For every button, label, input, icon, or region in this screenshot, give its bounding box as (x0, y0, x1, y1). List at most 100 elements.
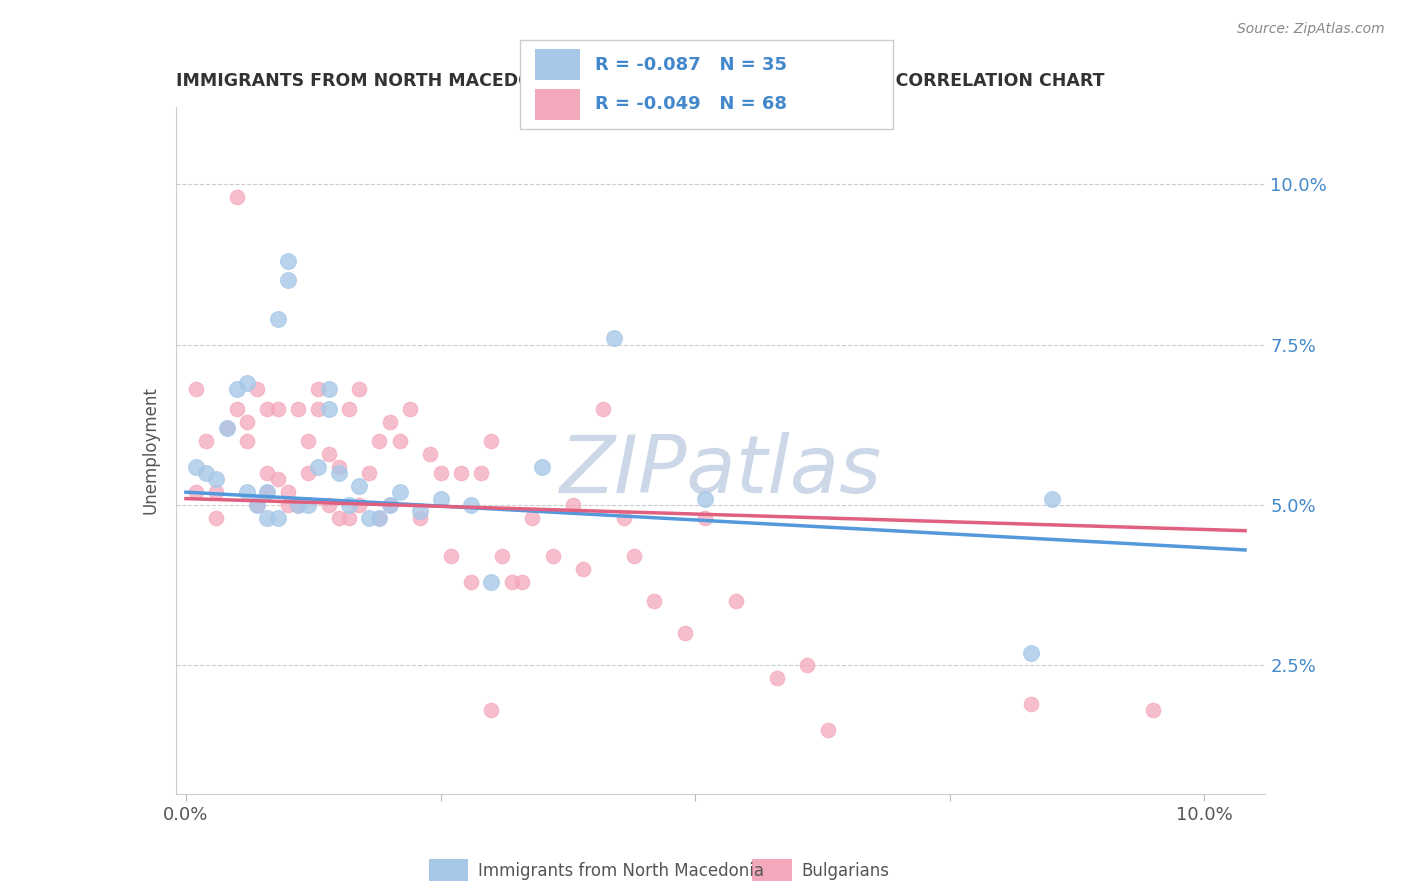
Point (796, 658, 818, 673)
Point (368, 511, 391, 525)
Point (531, 459, 554, 474)
Point (318, 401, 340, 416)
Point (409, 511, 432, 525)
Point (205, 472, 228, 486)
Point (277, 254, 299, 268)
Point (440, 549, 463, 564)
Point (236, 485, 259, 500)
Point (266, 511, 288, 525)
Point (236, 434, 259, 448)
Point (266, 401, 288, 416)
Point (318, 498, 340, 512)
Point (359, 466, 381, 480)
Point (673, 626, 696, 640)
Point (205, 485, 228, 500)
Point (572, 562, 595, 576)
Point (266, 311, 288, 326)
Point (481, 575, 503, 590)
Point (1040, 491, 1063, 506)
Point (337, 401, 360, 416)
Point (695, 491, 717, 506)
Point (1142, 703, 1164, 717)
Point (225, 190, 247, 204)
Point (277, 498, 299, 512)
Point (613, 511, 636, 525)
Point (297, 466, 319, 480)
Point (561, 498, 583, 512)
Point (287, 498, 309, 512)
Point (215, 421, 238, 435)
Text: ZIPatlas: ZIPatlas (560, 432, 882, 510)
Point (225, 383, 247, 397)
Point (287, 401, 309, 416)
Point (592, 401, 614, 416)
Point (399, 401, 422, 416)
Point (378, 498, 401, 512)
Point (1019, 697, 1042, 711)
Point (184, 459, 207, 474)
Point (470, 466, 492, 480)
Point (378, 498, 401, 512)
Point (297, 498, 319, 512)
Point (195, 466, 218, 480)
Point (195, 434, 218, 448)
Point (378, 415, 401, 429)
Point (318, 383, 340, 397)
Point (409, 504, 432, 518)
Point (359, 511, 381, 525)
Text: R = -0.049   N = 68: R = -0.049 N = 68 (595, 95, 787, 113)
Point (481, 703, 503, 717)
Point (501, 575, 523, 590)
Point (460, 498, 482, 512)
Point (287, 498, 309, 512)
Point (510, 575, 533, 590)
Point (256, 401, 278, 416)
Point (277, 485, 299, 500)
Point (256, 485, 278, 500)
Text: IMMIGRANTS FROM NORTH MACEDONIA VS BULGARIAN UNEMPLOYMENT CORRELATION CHART: IMMIGRANTS FROM NORTH MACEDONIA VS BULGA… (176, 72, 1104, 90)
Point (388, 434, 411, 448)
Point (236, 415, 259, 429)
Point (307, 459, 329, 474)
Point (337, 498, 360, 512)
Bar (536, 49, 579, 80)
Point (429, 491, 451, 506)
Point (368, 434, 391, 448)
Text: Bulgarians: Bulgarians (801, 862, 890, 880)
Point (266, 472, 288, 486)
Point (817, 723, 839, 737)
Point (328, 466, 350, 480)
Point (481, 434, 503, 448)
Point (215, 421, 238, 435)
Point (1019, 646, 1042, 660)
Point (328, 459, 350, 474)
Point (318, 447, 340, 461)
Point (256, 466, 278, 480)
Point (307, 383, 329, 397)
Point (602, 331, 624, 345)
Point (491, 549, 513, 564)
Point (541, 549, 564, 564)
Point (337, 511, 360, 525)
Bar (536, 89, 579, 120)
Point (256, 485, 278, 500)
Point (765, 671, 787, 685)
Point (347, 498, 370, 512)
Point (184, 383, 207, 397)
Point (695, 511, 717, 525)
Point (347, 479, 370, 493)
Text: Immigrants from North Macedonia: Immigrants from North Macedonia (478, 862, 763, 880)
Point (246, 498, 269, 512)
Point (307, 401, 329, 416)
Point (347, 383, 370, 397)
FancyBboxPatch shape (520, 40, 893, 129)
Point (246, 498, 269, 512)
Point (623, 549, 645, 564)
Point (368, 511, 391, 525)
Point (522, 511, 544, 525)
Point (236, 376, 259, 390)
Point (429, 466, 451, 480)
Text: R = -0.087   N = 35: R = -0.087 N = 35 (595, 56, 787, 74)
Point (205, 511, 228, 525)
Point (277, 273, 299, 287)
